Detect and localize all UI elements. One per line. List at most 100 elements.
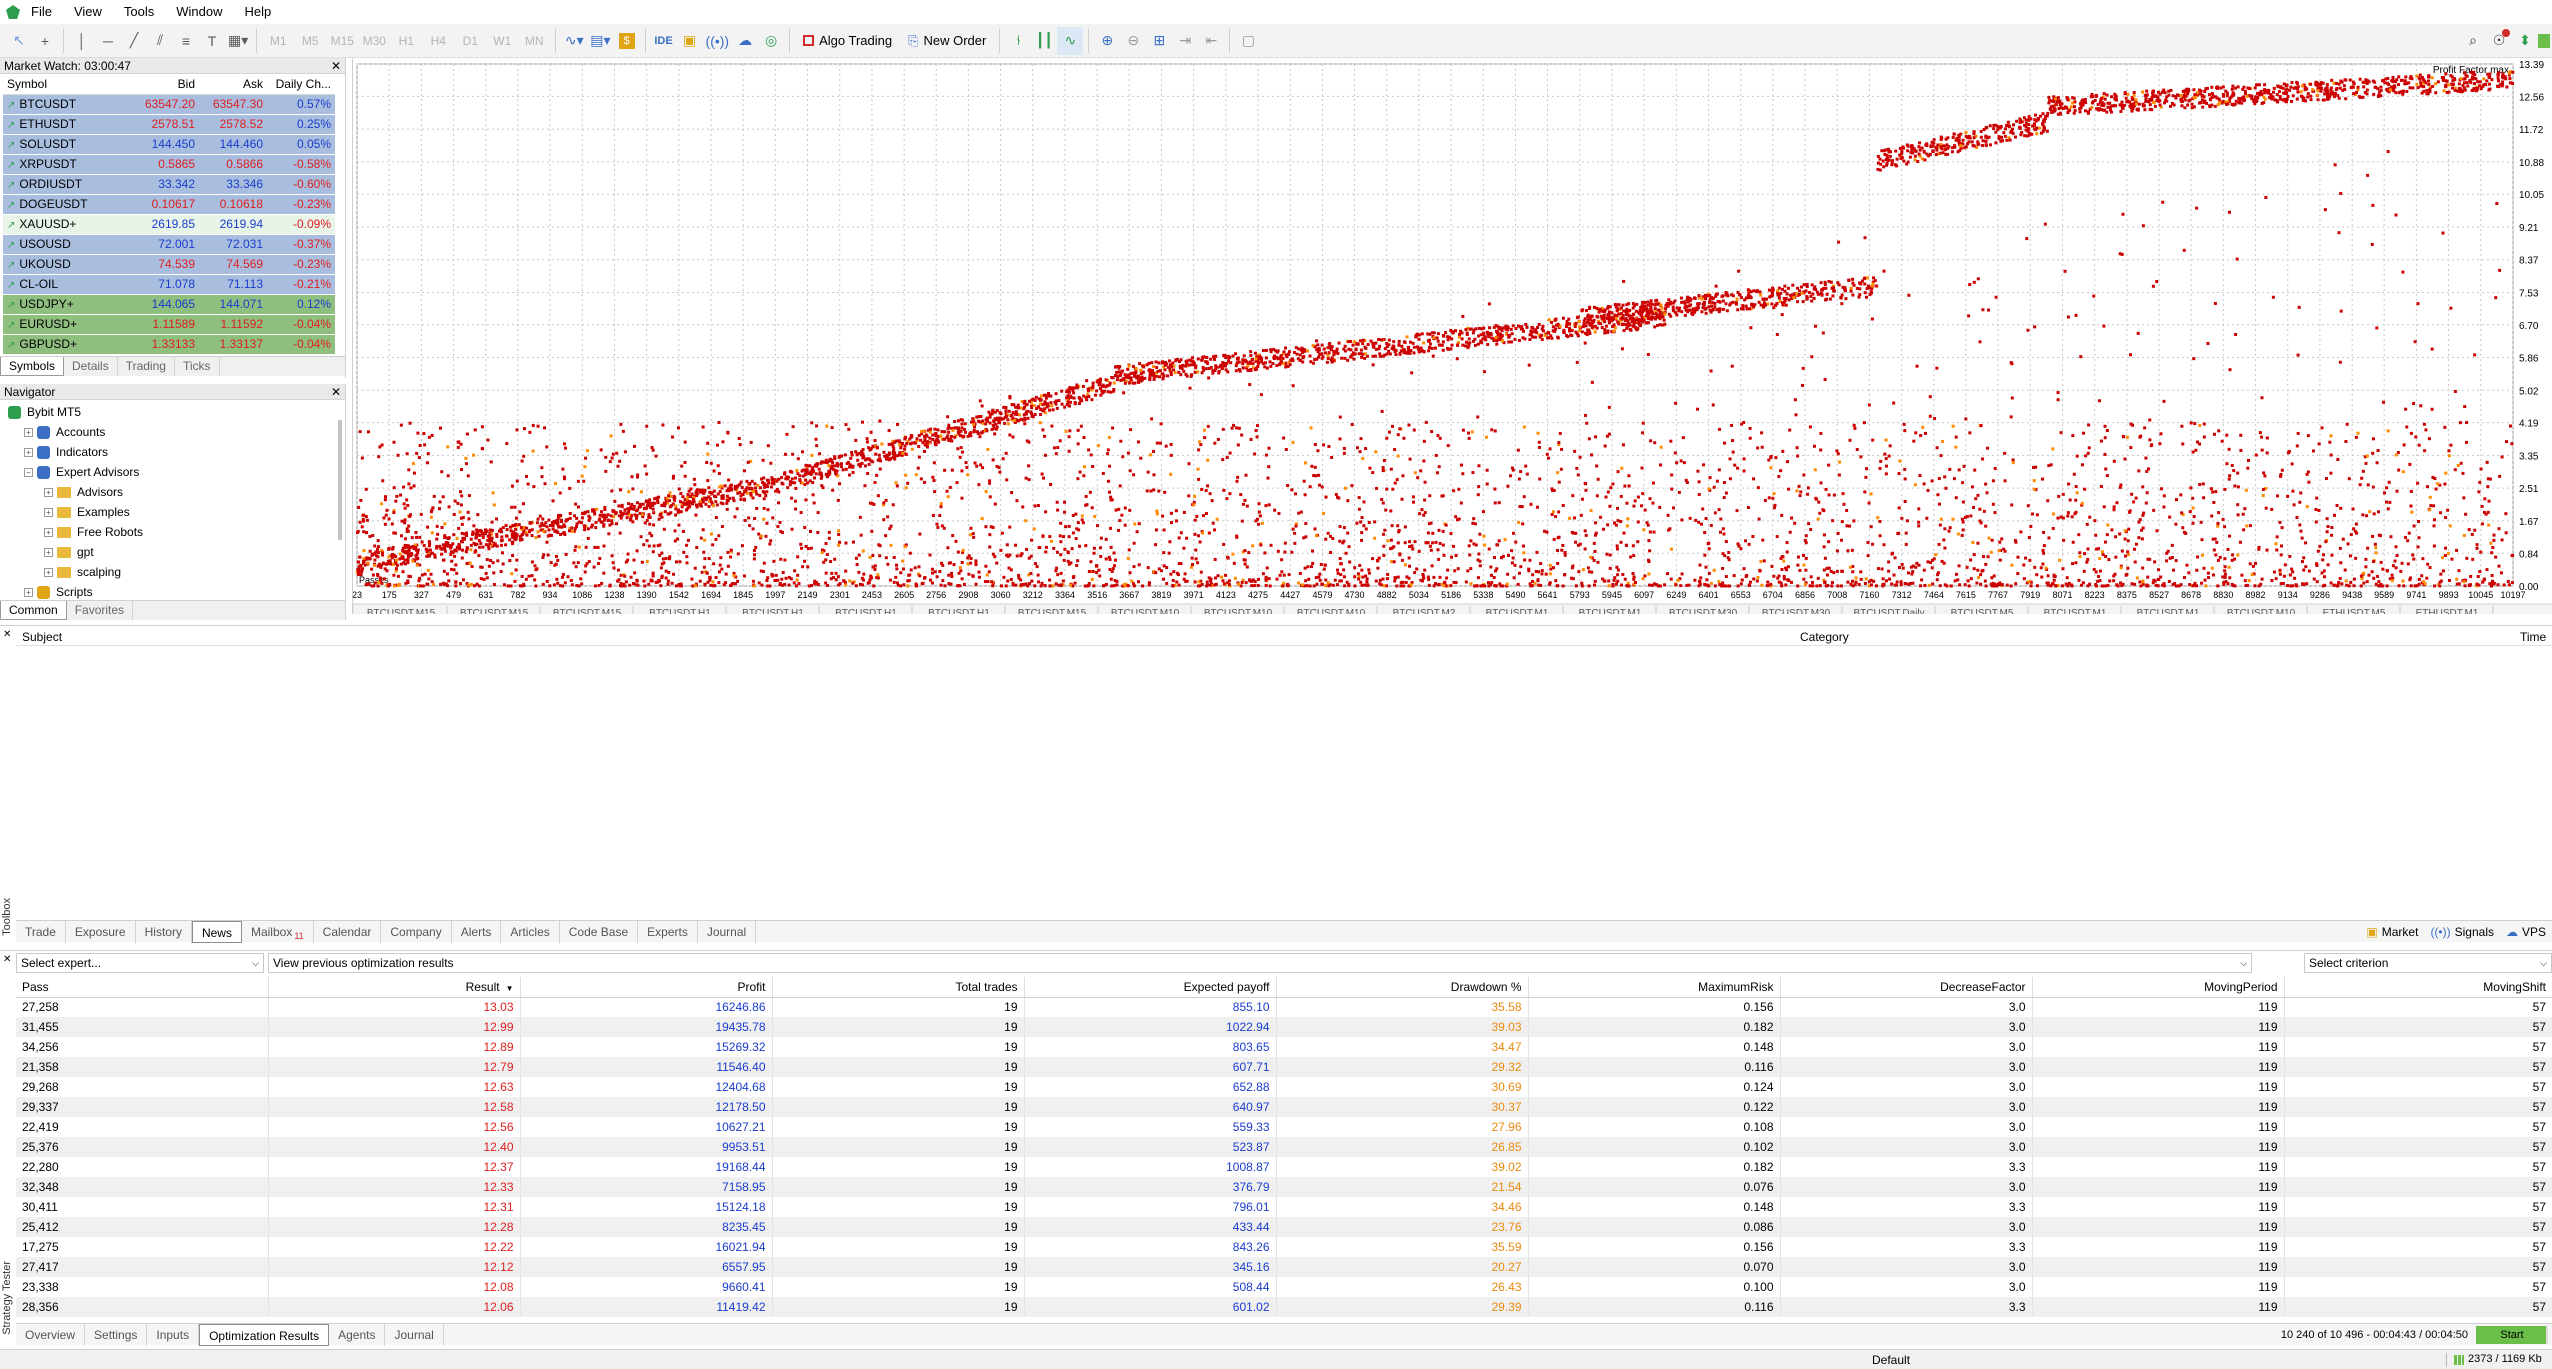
expand-icon[interactable]: +: [24, 427, 33, 437]
expand-icon[interactable]: +: [44, 487, 53, 497]
signals-icon[interactable]: ((•)): [705, 32, 730, 49]
expand-icon[interactable]: +: [44, 547, 53, 557]
scroll-chart-icon[interactable]: ⇥: [1179, 32, 1192, 48]
vps-icon[interactable]: ◎: [764, 32, 778, 48]
scatter-point: [1054, 399, 1058, 403]
market-watch-row[interactable]: ↗ ETHUSDT 2578.51 2578.52 0.25%: [3, 114, 335, 135]
scatter-point: [2447, 83, 2451, 87]
navigator-item[interactable]: + Scripts: [0, 582, 345, 602]
chart-shift-icon[interactable]: ⇤: [1205, 32, 1218, 48]
column-header[interactable]: Bid: [131, 74, 199, 95]
tab-ticks[interactable]: Ticks: [175, 357, 220, 376]
market-icon[interactable]: $: [614, 27, 640, 55]
market-watch-row[interactable]: ↗ USDJPY+ 144.065 144.071 0.12%: [3, 294, 335, 315]
navigator-item[interactable]: + Indicators: [0, 442, 345, 462]
new-order-button[interactable]: ⎘ New Order: [900, 27, 994, 55]
trend-line-icon[interactable]: ╱: [129, 32, 139, 48]
navigator-scrollbar[interactable]: [338, 420, 342, 540]
timeframe-w1[interactable]: W1: [493, 33, 512, 48]
timeframe-m1[interactable]: M1: [269, 33, 287, 48]
expand-icon[interactable]: +: [44, 527, 53, 537]
zoom-in-icon[interactable]: ⊕: [1101, 32, 1114, 48]
close-icon[interactable]: ✕: [330, 385, 341, 399]
tab-favorites[interactable]: Favorites: [67, 601, 134, 620]
algo-trading-button[interactable]: Algo Trading: [795, 27, 900, 55]
close-icon[interactable]: ✕: [330, 59, 341, 73]
tab-common[interactable]: Common: [0, 601, 67, 620]
navigator-item[interactable]: Bybit MT5: [0, 402, 345, 422]
column-header[interactable]: Ask: [199, 74, 267, 95]
market-watch-row[interactable]: ↗ CL-OIL 71.078 71.113 -0.21%: [3, 274, 335, 295]
timeframe-h1[interactable]: H1: [398, 33, 414, 48]
menu-view[interactable]: View: [73, 4, 102, 19]
market-watch-row[interactable]: ↗ ORDIUSDT 33.342 33.346 -0.60%: [3, 174, 335, 195]
channel-icon[interactable]: ⫽: [156, 32, 164, 48]
market-watch-row[interactable]: ↗ XRPUSDT 0.5865 0.5866 -0.58%: [3, 154, 335, 175]
candlestick-icon[interactable]: ┃┃: [1035, 32, 1053, 48]
cloud-icon[interactable]: ☁: [738, 32, 753, 48]
timeframe-m15[interactable]: M15: [330, 33, 354, 48]
expand-icon[interactable]: +: [44, 567, 53, 577]
tab-trading[interactable]: Trading: [118, 357, 175, 376]
tab-symbols[interactable]: Symbols: [0, 357, 65, 376]
timeframe-d1[interactable]: D1: [462, 33, 478, 48]
zoom-out-icon[interactable]: ⊖: [1127, 32, 1140, 48]
scatter-point: [947, 430, 951, 434]
market-watch-row[interactable]: ↗ GBPUSD+ 1.33133 1.33137 -0.04%: [3, 334, 335, 355]
text-tool-icon[interactable]: T: [207, 32, 217, 49]
column-header[interactable]: Daily Ch...: [267, 74, 335, 95]
tab-details[interactable]: Details: [64, 357, 118, 376]
bar-chart-icon[interactable]: ⫮: [1016, 32, 1021, 48]
navigator-item[interactable]: + Accounts: [0, 422, 345, 442]
connection-icon[interactable]: ⬍: [2519, 32, 2531, 48]
scatter-point: [557, 525, 561, 529]
scatter-point: [1646, 321, 1650, 325]
market-watch-row[interactable]: ↗ USOUSD 72.001 72.031 -0.37%: [3, 234, 335, 255]
timeframe-m30[interactable]: M30: [362, 33, 386, 48]
indicators-icon[interactable]: ∿▾: [564, 32, 584, 48]
expand-icon[interactable]: +: [44, 507, 53, 517]
search-icon[interactable]: ⌕: [2469, 32, 2477, 48]
market-watch-row[interactable]: ↗ XAUUSD+ 2619.85 2619.94 -0.09%: [3, 214, 335, 235]
crosshair-icon[interactable]: +: [40, 32, 50, 49]
market-watch-row[interactable]: ↗ DOGEUSDT 0.10617 0.10618 -0.23%: [3, 194, 335, 215]
menu-tools[interactable]: Tools: [123, 4, 155, 19]
market-watch-row[interactable]: ↗ EURUSD+ 1.11589 1.11592 -0.04%: [3, 314, 335, 335]
menu-help[interactable]: Help: [244, 4, 272, 19]
navigator-item[interactable]: − Expert Advisors: [0, 462, 345, 482]
vertical-line-icon[interactable]: │: [77, 32, 87, 49]
timeframe-h4[interactable]: H4: [430, 33, 446, 48]
market-watch-row[interactable]: ↗ UKOUSD 74.539 74.569 -0.23%: [3, 254, 335, 275]
scatter-plot[interactable]: 13.3912.5611.7210.8810.059.218.377.536.7…: [352, 58, 2552, 621]
optimization-chart[interactable]: 13.39 12.56 11.72 10.88 10.05 9.21 8.37 7.53 6.7…: [352, 58, 2552, 621]
horizontal-line-icon[interactable]: ─: [103, 32, 113, 49]
navigator-item[interactable]: + Examples: [0, 502, 345, 522]
cursor-icon[interactable]: ↖: [13, 32, 25, 48]
scatter-point: [1894, 149, 1898, 153]
navigator-item[interactable]: + gpt: [0, 542, 345, 562]
timeframe-m5[interactable]: M5: [301, 33, 319, 48]
market-watch-row[interactable]: ↗ SOLUSDT 144.450 144.460 0.05%: [3, 134, 335, 155]
notifications-icon[interactable]: ☉: [2486, 27, 2512, 55]
collapse-icon[interactable]: −: [24, 467, 33, 477]
line-chart-icon[interactable]: ∿: [1057, 26, 1084, 55]
navigator-item[interactable]: + Free Robots: [0, 522, 345, 542]
lock-icon[interactable]: ▣: [682, 32, 697, 48]
scatter-point: [1517, 338, 1521, 342]
expand-icon[interactable]: +: [24, 587, 33, 597]
shapes-icon[interactable]: ▦▾: [228, 32, 249, 48]
expand-icon[interactable]: +: [24, 447, 33, 457]
screenshot-icon[interactable]: ▢: [1241, 32, 1255, 48]
tile-windows-icon[interactable]: ⊞: [1153, 32, 1166, 48]
menu-window[interactable]: Window: [176, 4, 223, 19]
timeframe-mn[interactable]: MN: [524, 33, 544, 48]
templates-icon[interactable]: ▤▾: [590, 32, 611, 48]
ide-button[interactable]: IDE: [654, 34, 673, 47]
menu-file[interactable]: File: [31, 4, 52, 19]
market-watch-row[interactable]: ↗ BTCUSDT 63547.20 63547.30 0.57%: [3, 94, 335, 115]
navigator-item[interactable]: + scalping: [0, 562, 345, 582]
navigator-item[interactable]: + Advisors: [0, 482, 345, 502]
scatter-point: [683, 498, 687, 502]
column-header[interactable]: Symbol: [3, 74, 131, 95]
fibonacci-icon[interactable]: ≡: [181, 32, 191, 49]
